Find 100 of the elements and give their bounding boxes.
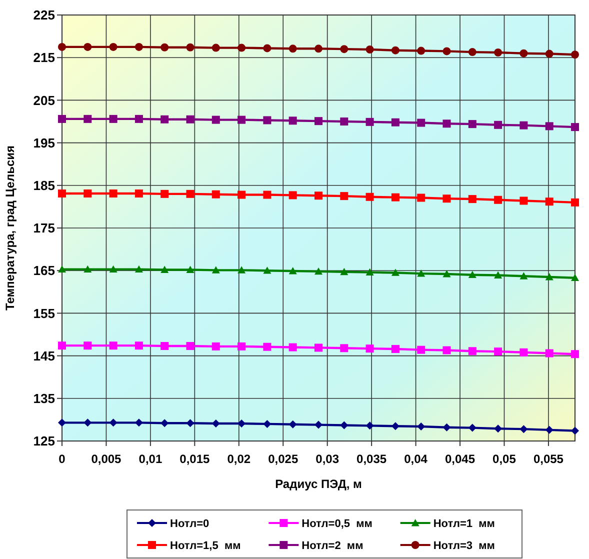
point bbox=[186, 115, 194, 124]
point bbox=[160, 266, 169, 273]
point bbox=[442, 423, 451, 432]
point bbox=[340, 118, 348, 126]
point bbox=[160, 419, 169, 428]
point bbox=[545, 50, 554, 58]
point bbox=[288, 116, 297, 125]
y-axis-title: Температура, град Цельсия bbox=[3, 145, 17, 311]
point bbox=[417, 46, 426, 55]
point bbox=[494, 48, 502, 56]
point bbox=[186, 419, 194, 428]
point bbox=[314, 117, 322, 126]
point bbox=[340, 421, 348, 430]
point bbox=[212, 266, 220, 274]
point bbox=[238, 342, 246, 350]
point bbox=[494, 120, 502, 129]
point bbox=[160, 43, 169, 52]
point bbox=[391, 46, 400, 54]
point bbox=[186, 43, 194, 52]
x-tick-label: 0,04 bbox=[404, 452, 428, 466]
point bbox=[84, 342, 92, 350]
y-tick-label: 165 bbox=[33, 263, 55, 278]
point bbox=[238, 266, 246, 274]
point bbox=[468, 347, 476, 356]
point bbox=[238, 190, 246, 199]
legend-label: Нотл=2 мм bbox=[302, 540, 364, 552]
point bbox=[288, 343, 297, 352]
point bbox=[84, 418, 92, 427]
y-tick-label: 225 bbox=[33, 8, 55, 23]
point bbox=[545, 198, 554, 206]
point bbox=[58, 42, 66, 51]
point bbox=[134, 189, 143, 198]
point bbox=[340, 45, 348, 54]
point bbox=[366, 192, 374, 201]
point bbox=[571, 350, 579, 358]
point bbox=[160, 342, 169, 350]
point bbox=[366, 422, 374, 430]
x-tick-label: 0,02 bbox=[227, 452, 251, 466]
point bbox=[186, 190, 194, 198]
point bbox=[366, 46, 374, 54]
y-tick-label: 155 bbox=[33, 306, 55, 321]
point bbox=[391, 118, 400, 126]
point bbox=[84, 189, 92, 198]
legend-label: Нотл=0 bbox=[170, 518, 210, 530]
point bbox=[134, 342, 143, 350]
point bbox=[417, 118, 426, 127]
x-tick-label: 0,025 bbox=[268, 452, 298, 466]
point bbox=[520, 272, 528, 280]
point bbox=[58, 114, 66, 123]
point bbox=[109, 114, 118, 123]
x-tick-label: 0,05 bbox=[492, 452, 516, 466]
x-tick-label: 0,005 bbox=[91, 452, 122, 466]
point bbox=[160, 115, 169, 124]
x-tick-label: 0,03 bbox=[316, 452, 340, 466]
point bbox=[494, 348, 502, 356]
point bbox=[520, 196, 528, 205]
point bbox=[134, 42, 143, 51]
point bbox=[134, 418, 143, 427]
point bbox=[288, 44, 297, 53]
point bbox=[263, 266, 272, 274]
point bbox=[468, 270, 476, 278]
point bbox=[212, 342, 220, 350]
point bbox=[212, 44, 220, 52]
point bbox=[468, 424, 476, 432]
point bbox=[109, 42, 118, 51]
point bbox=[442, 194, 451, 203]
point bbox=[314, 44, 322, 53]
point bbox=[571, 274, 579, 282]
point bbox=[571, 426, 579, 435]
point bbox=[238, 44, 246, 52]
point bbox=[288, 191, 297, 200]
point bbox=[134, 265, 143, 273]
legend-label: Нотл=1,5 мм bbox=[170, 540, 241, 552]
point bbox=[84, 114, 92, 123]
point bbox=[84, 265, 92, 273]
point bbox=[238, 116, 246, 124]
point bbox=[340, 268, 348, 276]
point bbox=[417, 270, 426, 277]
point bbox=[468, 48, 476, 56]
point bbox=[58, 342, 66, 350]
point bbox=[314, 192, 322, 200]
point bbox=[417, 194, 426, 202]
point bbox=[186, 342, 194, 350]
legend-label: Нотл=0,5 мм bbox=[302, 518, 372, 530]
point bbox=[571, 123, 579, 132]
point bbox=[417, 346, 426, 354]
point bbox=[109, 418, 118, 427]
x-axis-title: Радиус ПЭД, м bbox=[275, 477, 362, 491]
point bbox=[263, 420, 272, 428]
x-tick-label: 0,035 bbox=[356, 452, 387, 466]
point bbox=[391, 422, 400, 430]
y-tick-label: 125 bbox=[33, 434, 55, 449]
y-tick-label: 215 bbox=[33, 50, 55, 66]
point bbox=[134, 114, 143, 123]
point bbox=[391, 193, 400, 202]
x-tick-label: 0,045 bbox=[445, 452, 476, 466]
y-tick-label: 135 bbox=[33, 390, 55, 406]
point bbox=[366, 118, 374, 126]
point bbox=[84, 42, 92, 51]
y-tick-label: 195 bbox=[33, 135, 55, 150]
